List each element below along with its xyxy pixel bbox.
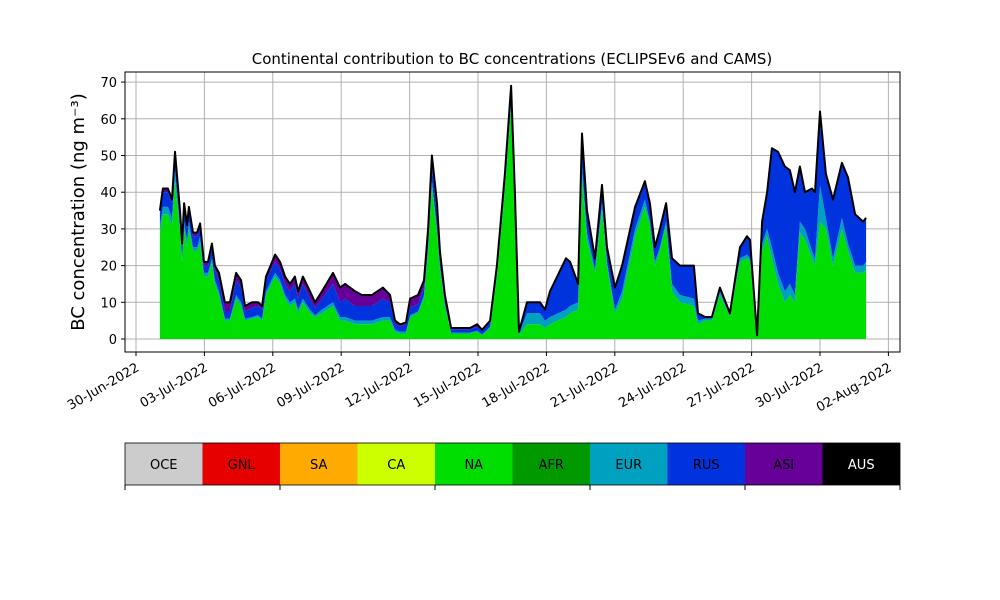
y-tick-label: 70: [100, 76, 117, 91]
y-axis-label: BC concentration (ng m⁻³): [68, 93, 89, 331]
legend-label-eur: EUR: [615, 458, 642, 473]
legend-swatch-asi: [745, 443, 823, 485]
x-tick-label: 27-Jul-2022: [685, 360, 758, 411]
legend-label-rus: RUS: [693, 458, 720, 473]
x-tick-label: 02-Aug-2022: [814, 360, 894, 415]
x-tick-label: 09-Jul-2022: [274, 360, 347, 411]
legend-label-sa: SA: [310, 458, 327, 473]
legend-label-aus: AUS: [848, 458, 875, 473]
legend-label-asi: ASI: [773, 458, 794, 473]
legend-label-oce: OCE: [150, 458, 178, 473]
legend-swatch-eur: [590, 443, 668, 485]
legend-frame: [124, 442, 901, 486]
y-tick-label: 20: [100, 260, 117, 275]
legend-swatch-ca: [357, 443, 435, 485]
y-tick-label: 40: [100, 186, 117, 201]
legend-swatch-na: [435, 443, 513, 485]
y-tick-label: 30: [100, 223, 117, 238]
stacked-areas: [158, 84, 867, 339]
y-tick-label: 50: [100, 150, 117, 165]
x-tick-label: 03-Jul-2022: [138, 360, 211, 411]
legend-swatch-afr: [512, 443, 590, 485]
x-tick-label: 24-Jul-2022: [616, 360, 689, 411]
x-tick-label: 15-Jul-2022: [411, 360, 484, 411]
x-tick-label: 12-Jul-2022: [343, 360, 416, 411]
legend-label-gnl: GNL: [228, 458, 256, 473]
plot-frame: [124, 71, 901, 353]
legend-label-na: NA: [464, 458, 483, 473]
legend-swatch-oce: [125, 443, 203, 485]
chart-title: Continental contribution to BC concentra…: [252, 50, 773, 68]
legend-swatch-gnl: [202, 443, 280, 485]
x-tick-label: 30-Jun-2022: [65, 360, 142, 413]
area-aus-total-outline: [158, 84, 867, 337]
area-rus: [159, 89, 867, 337]
y-tick-label: 0: [109, 333, 117, 348]
x-tick-label: 06-Jul-2022: [206, 360, 279, 411]
legend-label-ca: CA: [387, 458, 405, 473]
x-tick-label: 21-Jul-2022: [548, 360, 621, 411]
y-tick-label: 10: [100, 296, 117, 311]
legend-swatch-aus: [822, 443, 900, 485]
area-na: [159, 107, 867, 339]
region-colorbar-legend: OCE GNL SA CA NA AFR EUR RUS ASI AUS: [124, 442, 901, 490]
legend-label-afr: AFR: [539, 458, 564, 473]
y-tick-label: 60: [100, 113, 117, 128]
legend-swatch-rus: [667, 443, 745, 485]
legend-swatch-sa: [280, 443, 358, 485]
x-tick-label: 18-Jul-2022: [480, 360, 553, 411]
